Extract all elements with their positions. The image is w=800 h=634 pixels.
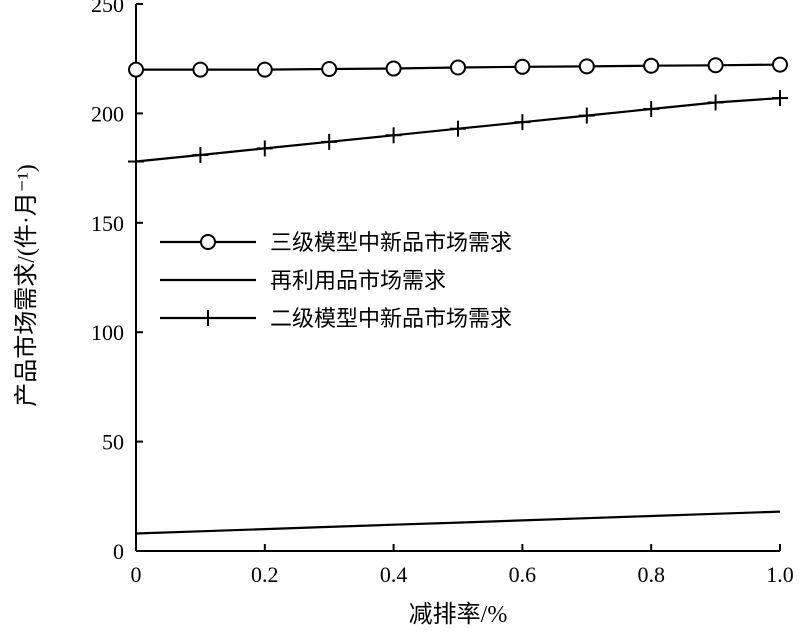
data-point-circle bbox=[450, 59, 466, 76]
axes bbox=[135, 4, 780, 552]
data-point-plus bbox=[514, 114, 531, 131]
data-point-circle bbox=[514, 58, 531, 75]
x-axis-title: 减排率/% bbox=[409, 601, 508, 628]
y-tick-label: 100 bbox=[91, 320, 124, 345]
x-tick-label: 0.6 bbox=[509, 562, 537, 587]
series-layer bbox=[128, 56, 788, 535]
series-3 bbox=[128, 90, 788, 170]
legend-label: 二级模型中新品市场需求 bbox=[270, 307, 512, 332]
y-tick-label: 50 bbox=[102, 430, 124, 455]
x-tick-label: 0.4 bbox=[380, 562, 408, 587]
x-tick-label: 0.8 bbox=[637, 562, 665, 587]
data-point-plus bbox=[643, 101, 660, 118]
y-tick-label: 150 bbox=[91, 211, 124, 236]
data-point-plus bbox=[578, 107, 595, 124]
x-ticks: 0 0.2 0.4 0.6 0.8 1.0 bbox=[131, 544, 794, 587]
data-point-plus bbox=[707, 94, 724, 111]
data-point-circle bbox=[200, 234, 216, 250]
series-2 bbox=[135, 510, 781, 535]
legend-item: 二级模型中新品市场需求 bbox=[160, 307, 512, 332]
x-tick-label: 1.0 bbox=[766, 562, 794, 587]
data-point-circle bbox=[321, 60, 338, 77]
data-point-plus bbox=[128, 153, 144, 170]
data-point-circle bbox=[385, 60, 402, 77]
data-point-plus bbox=[772, 90, 788, 107]
data-point-plus bbox=[450, 120, 466, 137]
data-point-circle bbox=[578, 58, 595, 75]
y-tick-label: 0 bbox=[113, 539, 124, 564]
data-point-plus bbox=[385, 127, 402, 144]
x-tick-label: 0.2 bbox=[251, 562, 279, 587]
legend-label: 再利用品市场需求 bbox=[270, 269, 446, 294]
data-point-circle bbox=[192, 61, 209, 78]
y-tick-label: 250 bbox=[91, 0, 124, 17]
y-ticks: 0 50 100 150 200 250 bbox=[91, 0, 143, 564]
data-point-plus bbox=[192, 146, 209, 163]
y-axis-title: 产品市场需求/(件·月⁻¹) bbox=[13, 164, 40, 407]
data-point-plus bbox=[256, 140, 273, 157]
data-point-circle bbox=[707, 57, 724, 74]
legend-label: 三级模型中新品市场需求 bbox=[270, 231, 512, 256]
y-tick-label: 200 bbox=[91, 101, 124, 126]
x-tick-label: 0 bbox=[131, 562, 142, 587]
series-1 bbox=[128, 56, 788, 78]
data-point-circle bbox=[256, 61, 273, 78]
data-point-plus bbox=[321, 133, 338, 150]
data-point-circle bbox=[772, 56, 788, 73]
data-point-circle bbox=[128, 61, 144, 78]
legend-item: 三级模型中新品市场需求 bbox=[160, 231, 512, 256]
data-point-circle bbox=[643, 57, 660, 74]
legend-item: 再利用品市场需求 bbox=[160, 269, 446, 294]
data-point-plus bbox=[200, 310, 216, 326]
series-line bbox=[135, 510, 781, 535]
